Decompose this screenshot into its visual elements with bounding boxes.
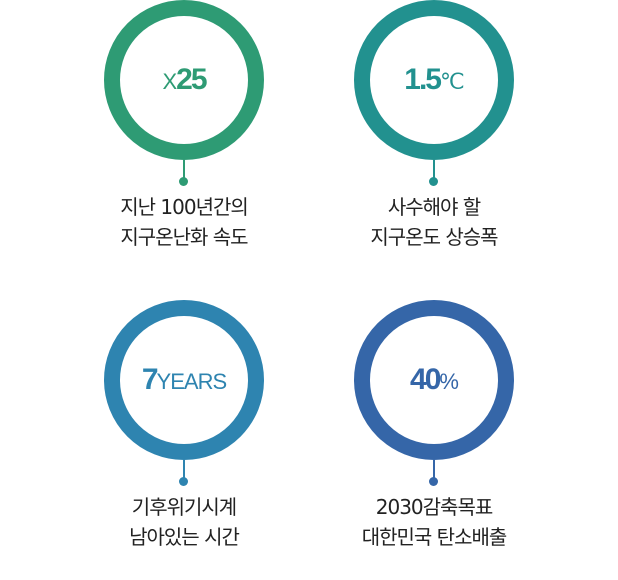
caption-line: 지구온도 상승폭 bbox=[370, 225, 498, 249]
caption-line: 사수해야 할 bbox=[387, 195, 481, 219]
value-main: 40 bbox=[410, 363, 441, 396]
caption-line: 남아있는 시간 bbox=[129, 525, 240, 549]
stat-item-emission-target: 40% 2030감축목표 대한민국 탄소배출 bbox=[309, 300, 559, 580]
stat-item-climate-clock: 7YEARS 기후위기시계 남아있는 시간 bbox=[59, 300, 309, 580]
value-main: 25 bbox=[176, 63, 207, 96]
connector-dot bbox=[179, 477, 188, 486]
connector-dot bbox=[179, 177, 188, 186]
stat-ring: 1.5℃ bbox=[354, 0, 514, 160]
connector-line bbox=[183, 460, 185, 480]
connector-line bbox=[183, 160, 185, 180]
connector-dot bbox=[429, 177, 438, 186]
stat-caption: 2030감축목표 대한민국 탄소배출 bbox=[309, 492, 559, 552]
caption-line: 대한민국 탄소배출 bbox=[361, 525, 508, 549]
connector-line bbox=[433, 160, 435, 180]
value-suffix: YEARS bbox=[156, 369, 228, 394]
stat-caption: 지난 100년간의 지구온난화 속도 bbox=[59, 192, 309, 252]
stat-value: 1.5℃ bbox=[404, 63, 465, 97]
stat-ring: 40% bbox=[354, 300, 514, 460]
stat-value: 7YEARS bbox=[141, 363, 228, 397]
connector-dot bbox=[429, 477, 438, 486]
stat-item-temperature-limit: 1.5℃ 사수해야 할 지구온도 상승폭 bbox=[309, 0, 559, 280]
caption-line: 지난 100년간의 bbox=[120, 195, 249, 219]
caption-line: 지구온난화 속도 bbox=[120, 225, 248, 249]
value-suffix: % bbox=[439, 369, 459, 394]
value-main: 7 bbox=[141, 363, 159, 396]
stat-caption: 기후위기시계 남아있는 시간 bbox=[59, 492, 309, 552]
stat-item-warming-speed: X25 지난 100년간의 지구온난화 속도 bbox=[59, 0, 309, 280]
stat-ring: 7YEARS bbox=[104, 300, 264, 460]
stat-caption: 사수해야 할 지구온도 상승폭 bbox=[309, 192, 559, 252]
stat-value: 40% bbox=[410, 363, 459, 397]
value-main: 1.5 bbox=[404, 63, 442, 96]
stat-value: X25 bbox=[162, 63, 207, 97]
stat-ring: X25 bbox=[104, 0, 264, 160]
connector-line bbox=[433, 460, 435, 480]
value-suffix: ℃ bbox=[440, 69, 465, 94]
caption-line: 2030감축목표 bbox=[375, 495, 494, 519]
value-prefix: X bbox=[162, 69, 177, 94]
caption-line: 기후위기시계 bbox=[131, 495, 237, 519]
